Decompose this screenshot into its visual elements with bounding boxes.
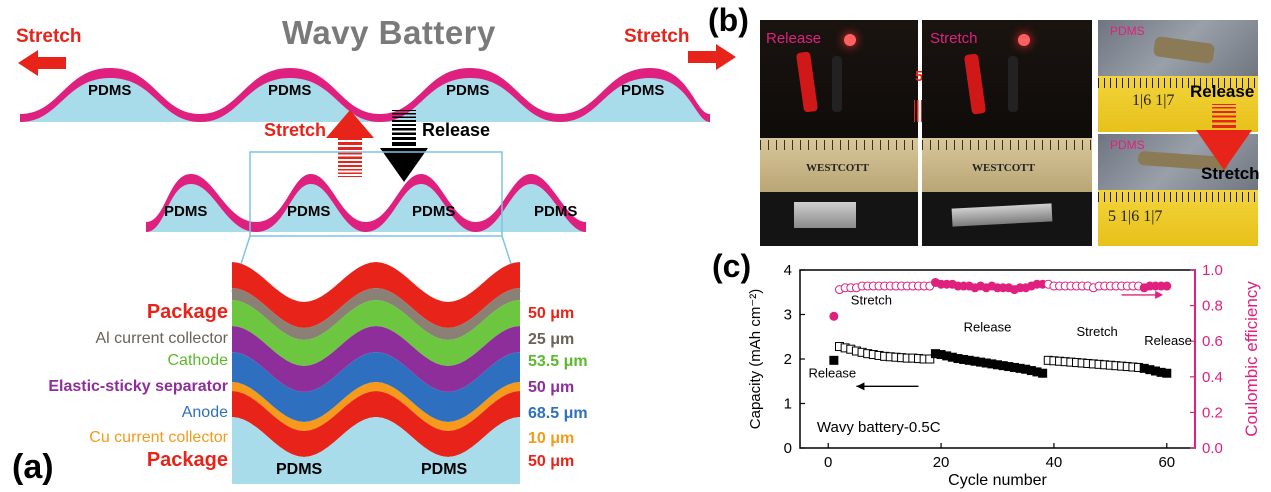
pdms-label: PDMS	[276, 461, 323, 478]
stretch-arrow-right-icon	[688, 44, 736, 70]
wavy-battery-long	[20, 68, 710, 122]
pdms-label: PDMS	[164, 203, 208, 220]
stretch-label-right: Stretch	[624, 26, 690, 47]
wavy-battery-mid	[146, 174, 586, 232]
pdms-label: PDMS	[287, 203, 331, 220]
layer-thickness: 10 μm	[528, 430, 575, 447]
panel-b-label: (b)	[708, 2, 749, 38]
release-down-arrow-icon	[380, 110, 428, 182]
layer-thickness: 68.5 μm	[528, 405, 588, 422]
layer-name: Package	[146, 449, 228, 471]
annotation-stretch: Stretch	[1077, 324, 1118, 339]
layer-name: Cathode	[167, 352, 229, 369]
pdms-label: PDMS	[621, 82, 665, 99]
layer-thickness: 25 μm	[528, 331, 575, 348]
layer-band	[232, 262, 520, 328]
photo-led-release: WESTCOTT Release	[760, 20, 918, 246]
capacity-point	[925, 354, 935, 364]
x-tick-label: 40	[1046, 454, 1063, 471]
left-arrow-icon	[856, 382, 865, 391]
annotation-release: Release	[1144, 333, 1192, 348]
y-right-tick-label: 0.6	[1202, 333, 1223, 350]
layer-band	[232, 300, 520, 366]
ce-point	[829, 311, 839, 321]
annotation-release: Release	[808, 366, 856, 381]
layer-name: Package	[146, 301, 228, 323]
y-left-tick-label: 3	[784, 307, 792, 324]
annotation-release: Release	[964, 319, 1012, 334]
layer-thickness: 50 μm	[528, 305, 575, 322]
capacity-point	[829, 355, 839, 365]
layer-band	[232, 391, 520, 457]
annotation-condition: Wavy battery-0.5C	[817, 419, 941, 436]
pdms-label: PDMS	[534, 203, 578, 220]
ruler-digit: 5 1|6 1|7	[1108, 208, 1163, 225]
layer-cross-section	[232, 262, 520, 484]
pdms-label: PDMS	[412, 203, 456, 220]
layer-name: Anode	[181, 404, 228, 421]
panel-a-title: Wavy Battery	[282, 14, 496, 51]
photo-hand-release: 1|6 1|7 PDMS	[1098, 20, 1258, 132]
photo-pdms-label: PDMS	[1110, 138, 1145, 152]
y-right-tick-label: 0.2	[1202, 404, 1223, 421]
photo-stretch-right: Stretch	[1201, 164, 1260, 183]
capacity-point	[1162, 368, 1172, 378]
panel-c-label: (c)	[712, 248, 752, 284]
x-tick-label: 20	[933, 454, 950, 471]
photo-release-right: Release	[1190, 82, 1255, 101]
y-left-tick-label: 2	[784, 351, 792, 368]
y-right-tick-label: 0.0	[1202, 440, 1223, 457]
right-arrow-icon	[1155, 290, 1164, 299]
y-left-tick-label: 0	[784, 440, 792, 457]
x-tick-label: 0	[824, 454, 832, 471]
stretch-up-arrow-icon	[326, 110, 374, 177]
stretch-arrow-left-icon	[18, 50, 66, 76]
capacity-point	[1038, 368, 1048, 378]
photo-pdms-label: PDMS	[1110, 24, 1145, 38]
stretch-mid-label: Stretch	[264, 120, 327, 140]
release-stretch-arrow-icon	[1196, 104, 1252, 170]
pdms-label: PDMS	[268, 82, 312, 99]
y-left-tick-label: 4	[784, 262, 792, 279]
layer-thickness: 50 μm	[528, 453, 575, 470]
layer-thickness: 53.5 μm	[528, 353, 588, 370]
annotation-stretch: Stretch	[851, 293, 892, 308]
ruler-brand: WESTCOTT	[972, 162, 1035, 174]
ruler-brand: WESTCOTT	[806, 162, 869, 174]
ce-point	[1162, 281, 1172, 291]
pdms-label: PDMS	[446, 82, 490, 99]
photo-led-stretch: WESTCOTT Stretch	[922, 20, 1092, 246]
y-left-tick-label: 1	[784, 396, 792, 413]
release-mid-label: Release	[422, 120, 491, 140]
layer-band	[232, 352, 520, 422]
pdms-label: PDMS	[421, 461, 468, 478]
stretch-label-left: Stretch	[16, 26, 82, 47]
layer-band	[232, 288, 520, 340]
layer-name: Al current collector	[95, 330, 229, 347]
y-right-axis-label: Coulombic efficiency	[1242, 281, 1261, 437]
layer-thickness: 50 μm	[528, 379, 575, 396]
photo-release-label: Release	[766, 30, 822, 47]
photo-stretch-label: Stretch	[930, 30, 978, 47]
pdms-label: PDMS	[88, 82, 132, 99]
layer-name: Cu current collector	[89, 429, 228, 446]
x-axis-label: Cycle number	[948, 472, 1047, 489]
panel-a-label: (a)	[12, 448, 54, 486]
y-left-axis-label: Capacity (mAh cm⁻²)	[747, 289, 764, 429]
ruler-digit: 1|6 1|7	[1132, 92, 1175, 109]
y-right-tick-label: 1.0	[1202, 262, 1223, 279]
layer-band	[232, 326, 520, 392]
capacity-efficiency-chart: 0 20 40 60 0 1 2 3 4 0.0 0.2 0.4 0.6 0.8 1.0 Cycle numb…	[747, 262, 1261, 489]
x-tick-label: 60	[1158, 454, 1175, 471]
y-right-tick-label: 0.4	[1202, 369, 1223, 386]
y-right-tick-label: 0.8	[1202, 298, 1223, 315]
pdms-base	[232, 417, 520, 484]
layer-name: Elastic-sticky separator	[48, 378, 228, 395]
